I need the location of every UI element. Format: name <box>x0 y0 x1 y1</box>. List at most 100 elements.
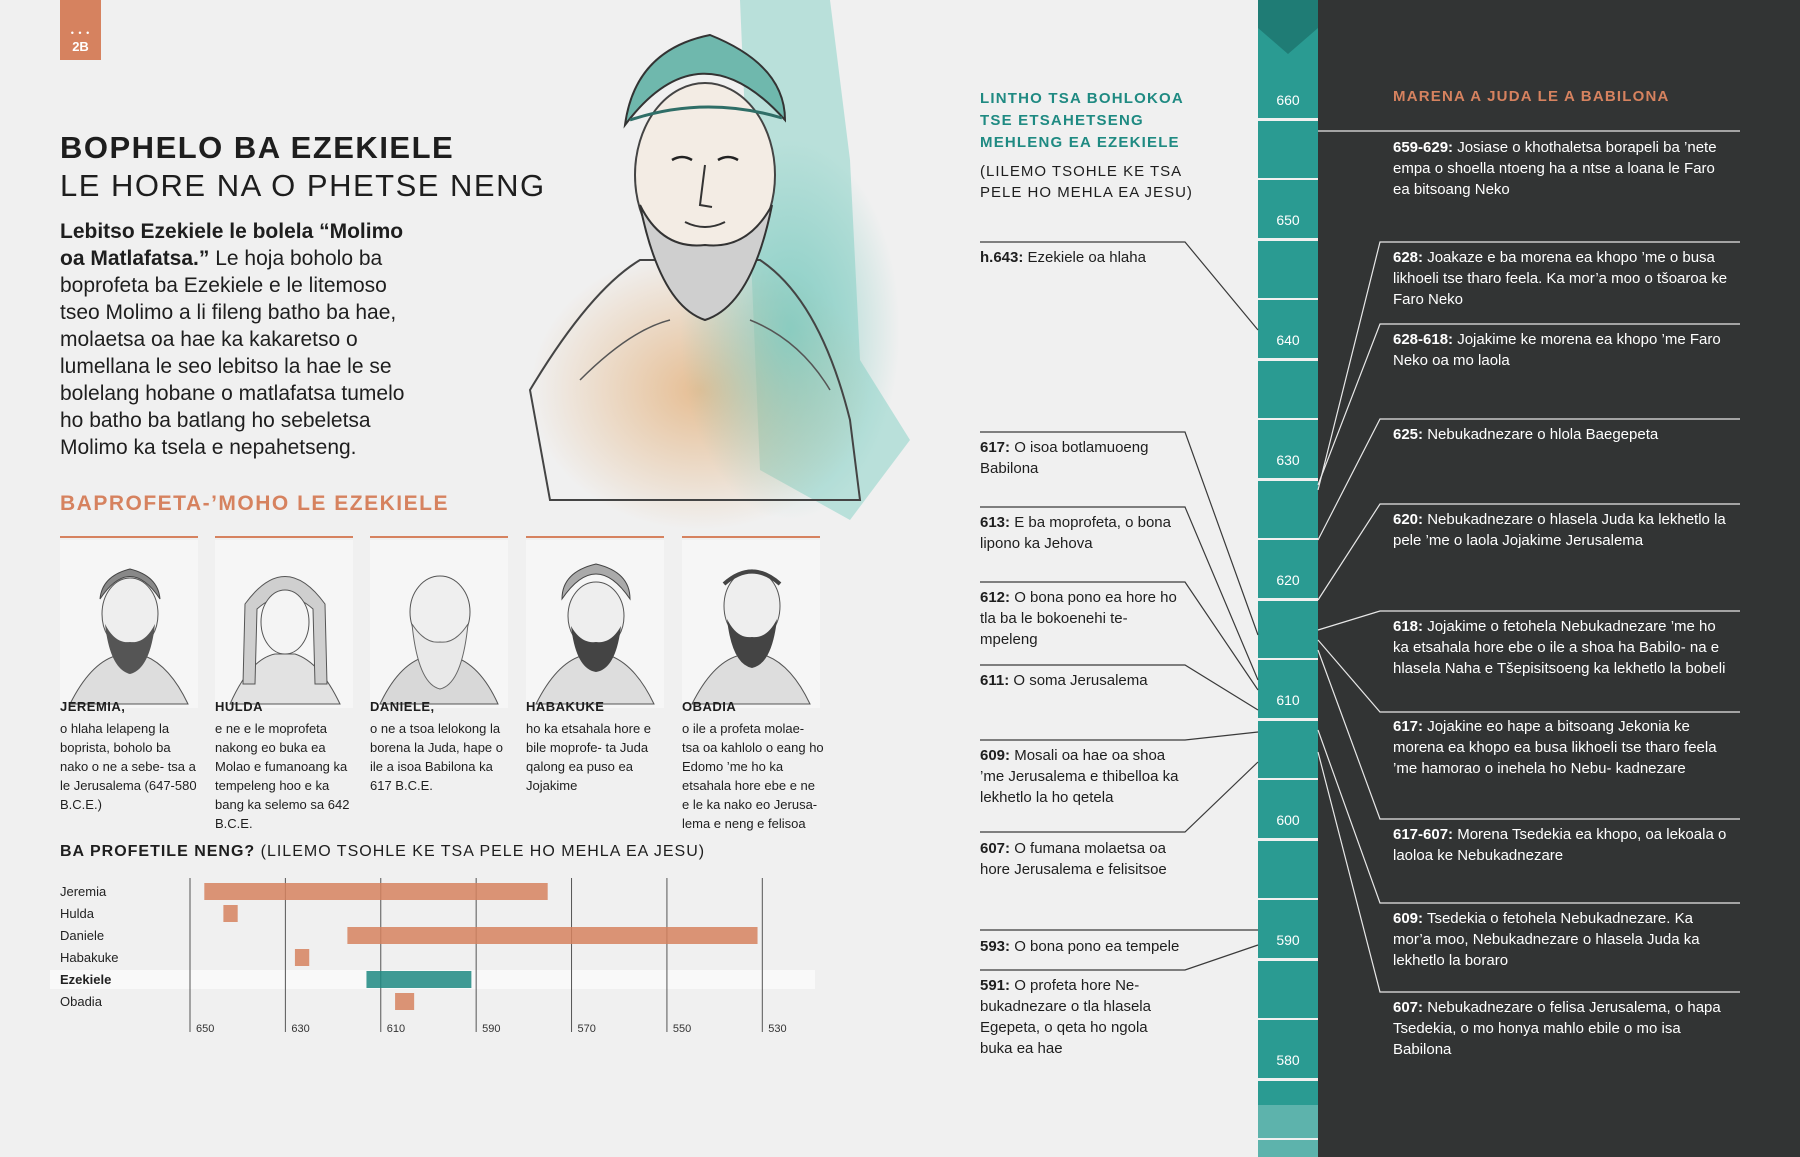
chart-bar <box>223 905 238 922</box>
event-year: 612: <box>980 589 1011 606</box>
event-year: 593: <box>980 938 1011 955</box>
timeline-tick <box>1258 718 1318 721</box>
chart-row-label: Daniele <box>60 928 104 943</box>
chart-row-label: Ezekiele <box>60 972 111 987</box>
king-event: 659-629: Josiase o khothaletsa borapeli … <box>1393 137 1733 200</box>
event-text: Ezekiele oa hlaha <box>1027 249 1146 266</box>
ezekiel-event: h.643: Ezekiele oa hlaha <box>980 247 1180 268</box>
king-event: 618: Jojakime o fetohela Nebukadnezare ’… <box>1393 616 1733 679</box>
page-number-tab: • • • 2B <box>60 0 101 60</box>
prophet-period-chart: 650 630 610 590 570 550 530 Jeremia Hulda Daniele… <box>50 878 815 1035</box>
timeline-tick <box>1258 358 1318 361</box>
intro-body: Le hoja boholo ba boprofeta ba Ezekiele … <box>60 247 405 459</box>
king-event-year: 618: <box>1393 618 1424 635</box>
event-year: 611: <box>980 672 1010 689</box>
timeline-rail <box>1258 0 1318 1157</box>
chart-row-label: Obadia <box>60 994 103 1009</box>
timeline-tick <box>1258 478 1318 481</box>
event-text: O bona pono ea hore ho tla ba le bokoene… <box>980 589 1177 648</box>
king-event-text: Nebukadnezare o hlasela Juda ka lekhetlo… <box>1393 511 1726 549</box>
intro-lead: Lebitso Ezekiele le bolela “Molimo oa Ma… <box>60 220 404 270</box>
king-event-text: Jojakine eo hape a bitsoang Jekonia ke m… <box>1393 718 1717 777</box>
jeremia-portrait <box>60 540 198 708</box>
page-title: BOPHELO BA EZEKIELE <box>60 130 455 165</box>
page-subtitle: LE HORE NA O PHETSE NENG <box>60 168 546 203</box>
card-top-rule <box>60 536 198 538</box>
timeline-year-marks: 660 650 640 630 620 610 600 590 580 <box>1258 0 1318 1157</box>
intro-paragraph: Lebitso Ezekiele le bolela “Molimo oa Ma… <box>60 218 420 461</box>
daniele-portrait <box>370 540 508 708</box>
king-event-year: 607: <box>1393 999 1424 1016</box>
kings-heading: MARENA A JUDA LE A BABILONA <box>1393 88 1670 105</box>
timeline-rail-arrow <box>1258 28 1318 54</box>
timeline-tick <box>1258 538 1318 540</box>
king-event-year: 620: <box>1393 511 1424 528</box>
chart-row-label: Habakuke <box>60 950 119 965</box>
timeline-tick <box>1258 238 1318 241</box>
event-text: O bona pono ea tempele <box>1014 938 1180 955</box>
prophet-description: o hlaha lelapeng la boprista, boholo ba … <box>60 721 197 812</box>
king-event-text: Joakaze e ba morena ea khopo ’me o busa … <box>1393 249 1728 308</box>
timeline-year-label: 590 <box>1276 932 1300 948</box>
king-event-text: Tsedekia o fetohela Nebukadnezare. Ka mo… <box>1393 910 1700 969</box>
timeline-note-line: (LILEMO TSOHLE KE TSA <box>980 163 1183 180</box>
timeline-note-line: PELE HO MEHLA EA JESU) <box>980 184 1193 201</box>
card-top-rule <box>370 536 508 538</box>
king-event-year: 628: <box>1393 249 1424 266</box>
timeline-heading-line: MEHLENG EA EZEKIELE <box>980 134 1180 151</box>
timeline-tick <box>1258 1078 1318 1081</box>
event-year: 617: <box>980 439 1011 456</box>
king-event-text: Nebukadnezare o hlola Baegepeta <box>1427 426 1659 443</box>
timeline-heading-line: TSE ETSAHETSENG <box>980 112 1144 129</box>
king-event: 607: Nebukadnezare o felisa Jerusalema, … <box>1393 997 1733 1060</box>
ezekiel-event: 617: O isoa botlamuoeng Babilona <box>980 437 1180 479</box>
chart-bar <box>366 971 472 988</box>
page-number: 2B <box>72 39 89 54</box>
chart-title-note: (LILEMO TSOHLE KE TSA PELE HO MEHLA EA J… <box>255 843 706 860</box>
ezekiel-event: 609: Mosali oa hae oa shoa ’me Jerusalem… <box>980 745 1180 808</box>
event-text: O soma Jerusalema <box>1013 672 1148 689</box>
king-event: 609: Tsedekia o fetohela Nebukadnezare. … <box>1393 908 1733 971</box>
king-event-year: 625: <box>1393 426 1424 443</box>
king-event-text: Jojakime o fetohela Nebukadnezare ’me ho… <box>1393 618 1726 677</box>
timeline-year-label: 640 <box>1276 332 1300 348</box>
chart-tick-label: 590 <box>482 1023 500 1035</box>
hulda-portrait <box>215 540 353 708</box>
king-event: 628-618: Jojakime ke morena ea khopo ’me… <box>1393 329 1733 371</box>
event-text: Mosali oa hae oa shoa ’me Jerusalema e t… <box>980 747 1179 806</box>
event-year: 613: <box>980 514 1011 531</box>
chart-bar <box>395 993 415 1010</box>
king-event-text: Josiase o khothaletsa borapeli ba ’nete … <box>1393 139 1717 198</box>
timeline-tick <box>1258 178 1318 180</box>
timeline-heading-line: LINTHO TSA BOHLOKOA <box>980 90 1184 107</box>
prophet-description: o ne a tsoa lelokong la borena la Juda, … <box>370 721 503 793</box>
page-tab-dots: • • • <box>70 28 91 38</box>
timeline-tick <box>1258 958 1318 961</box>
ezekiel-event: 607: O fumana molaetsa oa hore Jerusalem… <box>980 838 1180 880</box>
ezekiel-event: 612: O bona pono ea hore ho tla ba le bo… <box>980 587 1180 650</box>
event-text: O fumana molaetsa oa hore Jerusalema e f… <box>980 840 1167 878</box>
prophet-name: JEREMIA, <box>60 699 126 714</box>
king-event: 617: Jojakine eo hape a bitsoang Jekonia… <box>1393 716 1733 779</box>
chart-tick-label: 570 <box>578 1023 596 1035</box>
chart-tick-label: 550 <box>673 1023 691 1035</box>
chart-title: BA PROFETILE NENG? (LILEMO TSOHLE KE TSA… <box>60 843 705 861</box>
king-event-year: 617-607: <box>1393 826 1454 843</box>
timeline-year-label: 600 <box>1276 812 1300 828</box>
ezekiel-portrait-illustration <box>528 0 910 530</box>
timeline-year-label: 660 <box>1276 92 1300 108</box>
timeline-tick <box>1258 298 1318 300</box>
king-event: 625: Nebukadnezare o hlola Baegepeta <box>1393 424 1733 445</box>
king-event-year: 628-618: <box>1393 331 1454 348</box>
chart-tick-label: 610 <box>387 1023 405 1035</box>
obadia-portrait <box>682 540 820 708</box>
king-event: 628: Joakaze e ba morena ea khopo ’me o … <box>1393 247 1733 310</box>
chart-title-question: BA PROFETILE NENG? <box>60 843 256 860</box>
event-year: h.643: <box>980 249 1024 266</box>
chart-bar <box>347 927 758 944</box>
timeline-year-label: 580 <box>1276 1052 1300 1068</box>
timeline-tick <box>1258 778 1318 780</box>
timeline-tick <box>1258 1138 1318 1140</box>
chart-row-label: Hulda <box>60 906 95 921</box>
timeline-tick <box>1258 1018 1318 1020</box>
